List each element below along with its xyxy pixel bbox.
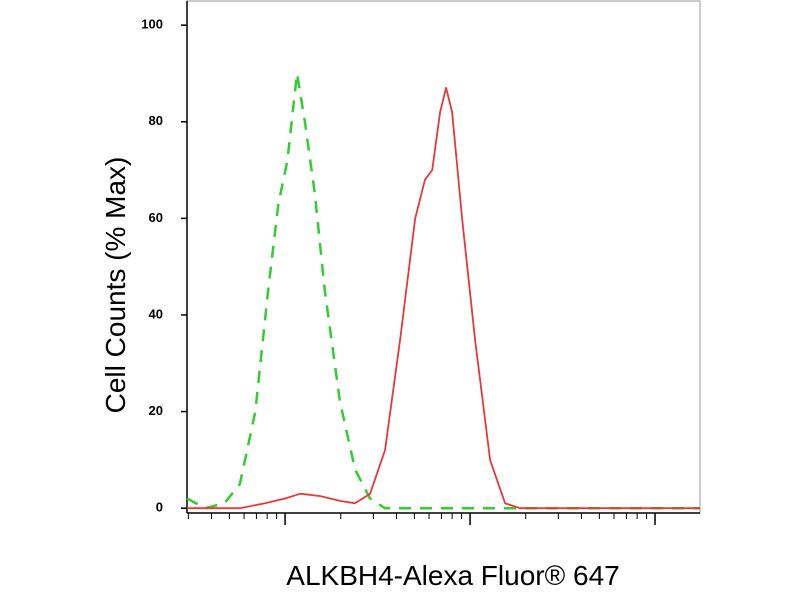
y-tick-label: 100: [141, 17, 163, 32]
series-line: [186, 72, 700, 510]
series-line: [187, 87, 700, 510]
y-tick-label: 20: [149, 403, 163, 418]
y-axis-label: Cell Counts (% Max): [100, 157, 131, 414]
plot-frame: [186, 0, 701, 514]
y-tick-label: 80: [149, 113, 163, 128]
y-tick-label: 60: [149, 210, 163, 225]
y-tick-label: 40: [149, 306, 163, 321]
y-tick-label: 0: [156, 500, 163, 515]
x-axis-label: ALKBH4-Alexa Fluor® 647: [286, 560, 619, 591]
